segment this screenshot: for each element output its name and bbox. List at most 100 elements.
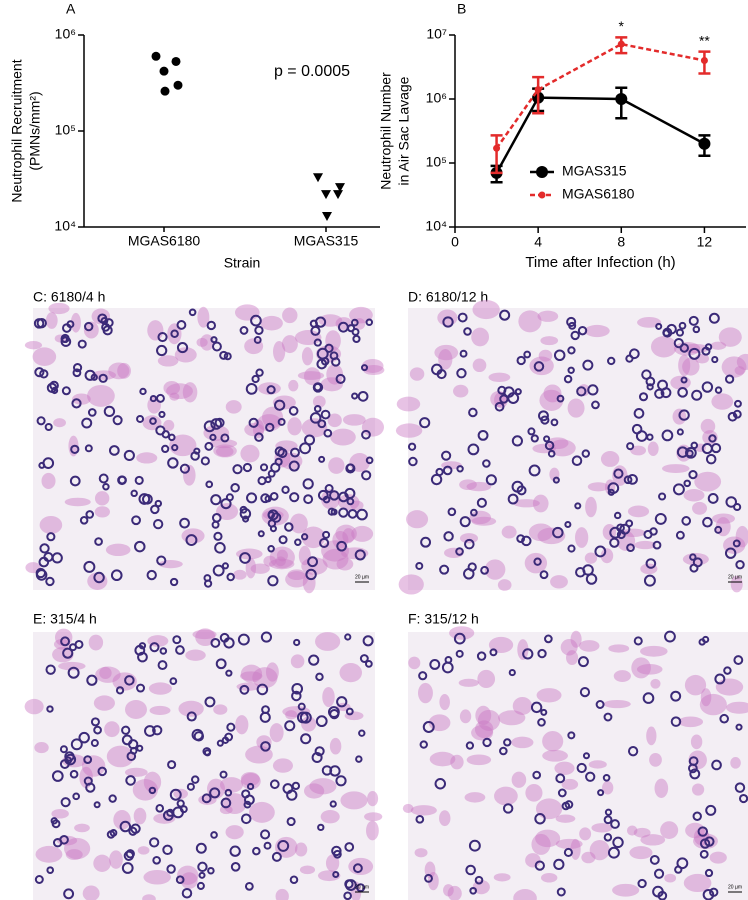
cytoplasm-blob xyxy=(142,894,156,900)
nucleus xyxy=(664,630,676,643)
nucleus xyxy=(571,455,583,466)
nucleus xyxy=(224,732,234,742)
nucleus xyxy=(175,875,185,885)
cytoplasm-blob xyxy=(336,557,354,571)
nucleus xyxy=(309,412,322,424)
nucleus xyxy=(130,823,141,834)
nucleus xyxy=(94,537,103,546)
nucleus xyxy=(34,367,45,378)
nucleus xyxy=(627,474,638,485)
cytoplasm-blob xyxy=(649,753,662,767)
nucleus xyxy=(678,321,687,330)
data-point xyxy=(335,183,345,193)
cytoplasm-blob xyxy=(339,663,362,683)
nucleus xyxy=(552,526,564,539)
cytoplasm-blob xyxy=(195,628,216,647)
x-tick-label: MGAS315 xyxy=(294,233,359,249)
nucleus xyxy=(45,664,56,675)
cytoplasm-blob xyxy=(58,661,86,671)
x-tick-label: MGAS6180 xyxy=(128,233,201,249)
nucleus xyxy=(675,530,685,540)
nucleus xyxy=(171,444,179,452)
nucleus xyxy=(733,502,742,512)
nucleus xyxy=(201,793,212,804)
nucleus xyxy=(459,349,468,358)
nucleus xyxy=(346,324,356,333)
cytoplasm-blob xyxy=(531,833,551,855)
cytoplasm-blob xyxy=(535,829,561,848)
nucleus xyxy=(224,788,233,797)
cytoplasm-blob xyxy=(34,741,49,754)
nucleus xyxy=(702,888,715,900)
nucleus xyxy=(680,376,688,384)
nucleus xyxy=(711,356,719,364)
nucleus xyxy=(159,647,168,655)
nucleus xyxy=(176,342,189,354)
cytoplasm-blob xyxy=(524,552,548,574)
nucleus xyxy=(278,535,288,545)
data-point xyxy=(151,51,161,61)
nucleus xyxy=(246,492,258,504)
cytoplasm-blob xyxy=(555,838,583,849)
cytoplasm-blob xyxy=(299,865,316,875)
nucleus xyxy=(77,339,87,349)
nucleus xyxy=(646,383,654,391)
nucleus xyxy=(256,683,269,696)
nucleus xyxy=(441,450,452,461)
cytoplasm-blob xyxy=(511,771,527,788)
nucleus xyxy=(537,648,547,659)
nucleus xyxy=(344,879,354,889)
nucleus xyxy=(239,505,248,514)
nucleus xyxy=(252,846,261,856)
nucleus xyxy=(216,739,224,747)
nucleus xyxy=(607,846,620,859)
nucleus xyxy=(289,875,299,885)
cytoplasm-blob xyxy=(225,825,244,840)
nucleus xyxy=(692,811,702,821)
y-tick-label: 10⁶ xyxy=(55,26,76,42)
nucleus xyxy=(158,410,166,419)
nucleus xyxy=(553,858,565,871)
cytoplasm-blob xyxy=(612,883,640,897)
image-caption: F: 315/12 h xyxy=(408,611,479,627)
nucleus xyxy=(418,671,428,681)
cytoplasm-blob xyxy=(325,330,341,352)
nucleus xyxy=(480,565,490,575)
nucleus xyxy=(485,474,497,486)
micrograph: 20 µm xyxy=(24,302,385,594)
nucleus xyxy=(455,547,464,556)
nucleus xyxy=(305,568,317,581)
y-tick-label: 10⁵ xyxy=(55,122,76,138)
cytoplasm-blob xyxy=(340,791,368,810)
nucleus xyxy=(499,746,508,756)
nucleus xyxy=(468,407,478,418)
nucleus xyxy=(585,771,596,782)
cytoplasm-blob xyxy=(636,664,663,675)
cytoplasm-blob xyxy=(725,701,748,714)
nucleus xyxy=(210,637,221,648)
cytoplasm-blob xyxy=(647,441,659,457)
cytoplasm-blob xyxy=(32,347,57,366)
nucleus xyxy=(359,654,369,663)
cytoplasm-blob xyxy=(273,340,286,363)
cytoplasm-blob xyxy=(488,372,511,382)
series-line xyxy=(495,96,706,174)
nucleus xyxy=(230,862,241,872)
nucleus xyxy=(123,850,135,861)
nucleus xyxy=(251,374,260,384)
cytoplasm-blob xyxy=(276,549,288,562)
cytoplasm-blob xyxy=(712,513,735,524)
nucleus xyxy=(685,449,694,458)
nucleus xyxy=(291,781,301,791)
cytoplasm-blob xyxy=(575,527,589,548)
cytoplasm-blob xyxy=(106,745,134,768)
data-point xyxy=(617,40,625,48)
nucleus xyxy=(547,449,556,458)
cytoplasm-blob xyxy=(178,700,204,717)
nucleus xyxy=(643,574,656,587)
nucleus xyxy=(257,530,265,538)
nucleus xyxy=(212,564,225,577)
nucleus xyxy=(670,716,682,727)
cytoplasm-blob xyxy=(136,452,158,464)
nucleus xyxy=(607,356,616,366)
